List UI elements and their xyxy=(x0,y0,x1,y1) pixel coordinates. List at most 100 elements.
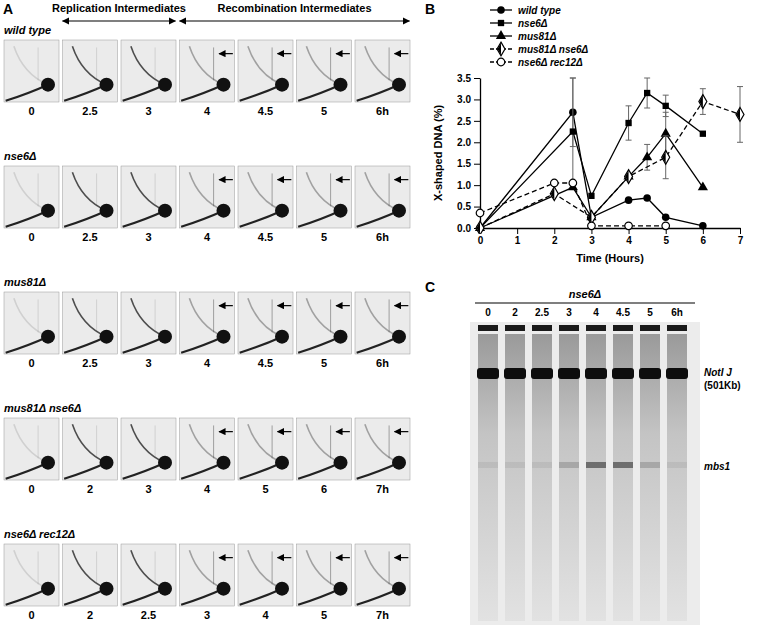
x-spike xyxy=(155,425,156,458)
mbs1-band xyxy=(613,462,633,468)
x-spike xyxy=(155,173,156,206)
x-spike xyxy=(38,299,39,332)
series-line xyxy=(480,93,703,228)
gel-background xyxy=(4,166,59,228)
monomer-spot xyxy=(158,204,172,218)
band-label: (501Kb) xyxy=(704,380,741,391)
monomer-spot xyxy=(41,456,55,470)
y-arc xyxy=(306,550,340,588)
intermediate-arrow xyxy=(219,557,233,558)
y-axis: 0.00.51.01.52.02.53.03.5 xyxy=(457,73,480,234)
gel-background xyxy=(121,292,176,354)
marker-shape xyxy=(476,221,484,234)
notI-band xyxy=(504,368,526,379)
x-spike xyxy=(389,425,390,458)
mbs1-band xyxy=(586,462,606,468)
monomer-spot xyxy=(334,456,348,470)
legend-label: nse6Δ rec12Δ xyxy=(518,57,583,68)
marker-shape xyxy=(663,103,669,109)
series-line xyxy=(480,102,740,228)
marker-shape xyxy=(699,95,707,109)
y-arc xyxy=(248,550,282,588)
mbs1-band xyxy=(532,462,552,468)
legend-item: nse6Δ rec12Δ xyxy=(490,57,583,68)
y-arc xyxy=(14,298,48,336)
monomer-spot xyxy=(158,582,172,596)
monomer-spot xyxy=(334,330,348,344)
monomer-spot xyxy=(334,204,348,218)
time-label: 3 xyxy=(145,357,151,369)
x-spike xyxy=(330,425,331,458)
genotype-label: nse6Δ rec12Δ xyxy=(4,528,75,540)
gel-image xyxy=(355,292,410,354)
y-arc xyxy=(306,424,340,462)
time-label: 3 xyxy=(204,609,210,621)
marker-shape xyxy=(736,108,744,122)
error-cap xyxy=(626,105,632,106)
x-spike xyxy=(389,551,390,584)
genotype-label: nse6Δ xyxy=(4,150,36,162)
gel-image xyxy=(297,40,352,102)
intermediate-arrow xyxy=(336,179,350,180)
time-label: 2 xyxy=(87,483,93,495)
legend-label: nse6Δ xyxy=(518,18,548,29)
time-label: 2.5 xyxy=(82,105,97,117)
y-tick-label: 3.0 xyxy=(457,94,471,105)
y-arc xyxy=(72,172,106,210)
monomer-spot xyxy=(41,78,55,92)
intermediate-arrow xyxy=(395,53,409,54)
intermediate-arrow xyxy=(278,179,292,180)
gel-background xyxy=(297,166,352,228)
intermediate-arrow xyxy=(219,305,233,306)
gel-title-rule xyxy=(475,302,695,303)
y-arc xyxy=(131,424,165,462)
x-tick: 1 xyxy=(515,228,521,246)
x-axis: 01234567 xyxy=(478,228,744,246)
well-band xyxy=(586,325,606,331)
lane-label: 6h xyxy=(671,307,683,318)
marker-shape xyxy=(570,128,576,134)
band-label: NotI J xyxy=(704,367,732,378)
y-arc xyxy=(248,46,282,84)
y-arc xyxy=(306,46,340,84)
error-cap xyxy=(570,78,576,79)
marker-shape xyxy=(497,6,505,14)
x-tick-mark xyxy=(554,228,555,234)
y-arc xyxy=(14,46,48,84)
monomer-spot xyxy=(275,330,289,344)
error-cap xyxy=(700,114,706,115)
gel-background xyxy=(355,166,410,228)
monomer-spot xyxy=(275,204,289,218)
x-tick: 3 xyxy=(589,228,595,246)
monomer-spot xyxy=(392,330,406,344)
monomer-spot xyxy=(41,330,55,344)
error-cap xyxy=(663,95,669,96)
data-point xyxy=(700,131,706,137)
lane-smear xyxy=(613,334,633,621)
marker-shape xyxy=(662,150,670,164)
time-label: 4 xyxy=(204,105,211,117)
time-label: 6h xyxy=(376,357,389,369)
lane-smear xyxy=(478,334,498,621)
x-spike xyxy=(155,47,156,80)
y-arc xyxy=(72,550,106,588)
gel-background xyxy=(238,544,293,606)
y-tick-mark xyxy=(474,207,480,208)
time-label: 0 xyxy=(28,483,34,495)
time-label: 3 xyxy=(145,483,151,495)
gel-background xyxy=(63,40,118,102)
monomer-spot xyxy=(158,456,172,470)
monomer-spot xyxy=(217,330,231,344)
data-point xyxy=(625,222,633,230)
x-spike xyxy=(272,47,273,80)
gel-background xyxy=(297,292,352,354)
time-label: 4 xyxy=(204,231,211,243)
gel-background xyxy=(121,418,176,480)
gel-image xyxy=(238,40,293,102)
lane-smear xyxy=(640,334,660,621)
gel-image xyxy=(121,292,176,354)
y-tick-label: 2.5 xyxy=(457,116,471,127)
y-tick: 3.5 xyxy=(457,73,480,84)
x-tick-label: 3 xyxy=(589,235,595,246)
gel-background xyxy=(63,166,118,228)
